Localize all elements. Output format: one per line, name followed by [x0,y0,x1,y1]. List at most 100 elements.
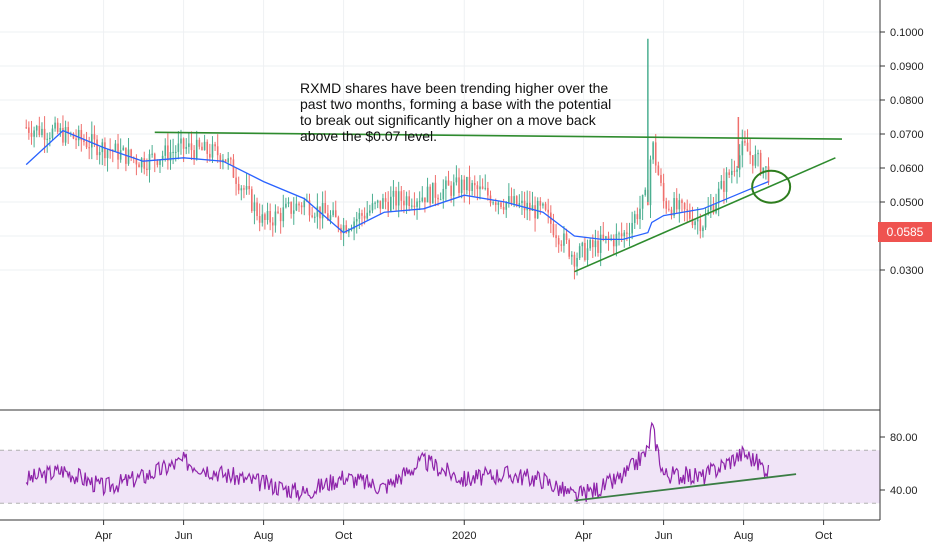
candle-body [652,142,654,160]
candle-body [117,143,119,160]
candle-body [392,190,395,197]
candle-body [109,150,111,152]
candle-body [654,142,657,166]
y-tick-label: 0.0900 [890,61,924,73]
candle-body [279,212,282,222]
candle-body [618,233,620,235]
candle-body [88,147,90,149]
candle-body [623,232,626,237]
candle-body [439,199,442,201]
candle-body [471,182,473,191]
candle-body [458,177,460,193]
candle-body [728,172,730,175]
candle-body [466,176,468,191]
candle-body [591,240,594,248]
rsi-tick-label: 80.00 [890,432,918,444]
candle-body [298,203,300,206]
candle-body [539,200,542,206]
candle-body [421,197,424,202]
x-tick-label: Apr [575,530,592,542]
candle-body [230,158,232,160]
candle-body [484,187,487,189]
candle-body [38,125,41,136]
candle-body [334,210,337,218]
candle-body [161,155,164,160]
candle-body [589,240,591,249]
candle-body [497,202,500,205]
candle-body [114,143,117,152]
candle-body [710,205,712,210]
candle-body [631,222,633,234]
candle-body [712,205,715,213]
rsi-pane [0,421,880,504]
candle-body [738,155,741,170]
candle-body [209,153,211,158]
candle-body [605,236,607,239]
candle-body [54,122,56,129]
candle-body [269,211,271,223]
y-tick-label: 0.1000 [890,27,924,39]
candle-body [232,159,235,178]
grid-lines [0,0,880,520]
candle-body [418,201,421,203]
candle-body [641,194,644,209]
candle-body [311,215,313,217]
candle-body [626,232,628,234]
candle-body [429,186,431,204]
candle-body [644,189,647,195]
candle-body [374,202,376,204]
candle-body [251,189,253,212]
candle-body [628,233,631,235]
candle-body [686,209,689,211]
candle-body [245,185,248,190]
candle-body [153,153,156,161]
y-tick-label: 0.0600 [890,163,924,175]
candle-body [130,149,132,158]
candle-body [620,233,623,237]
candle-body [765,166,767,168]
candle-body [581,242,584,247]
candle-body [345,225,348,233]
candle-body [476,185,479,190]
candle-body [505,202,508,210]
candle-body [316,206,319,217]
candle-body [25,127,28,129]
candle-body [30,132,33,137]
candle-body [557,238,560,245]
candle-body [185,146,188,149]
candle-body [424,197,426,203]
candle-body [287,201,290,204]
candle-body [515,196,518,206]
candle-body [348,229,350,233]
candle-body [138,164,140,168]
candle-body [405,196,408,206]
candle-body [510,196,513,204]
candle-body [413,205,416,207]
candle-body [455,177,458,183]
candle-body [723,180,725,192]
candle-body [342,225,345,234]
candle-body [494,202,497,205]
candle-body [35,125,38,131]
candle-body [487,187,489,196]
candle-body [146,168,148,170]
candle-body [258,215,261,223]
candle-body [479,186,481,190]
candle-body [140,158,143,168]
candle-body [327,213,329,221]
candle-body [72,133,75,139]
candle-body [702,227,704,232]
trendlines [154,131,842,273]
candle-body [324,203,327,214]
candle-body [51,128,54,138]
candle-body [313,216,316,218]
candle-body [261,214,264,223]
candle-body [93,134,96,140]
candle-body [308,200,311,216]
candle-body [282,207,285,222]
candle-body [560,244,563,246]
candle-body [122,147,125,151]
candle-body [190,143,193,151]
candle-body [754,154,757,166]
candle-body [670,209,673,216]
